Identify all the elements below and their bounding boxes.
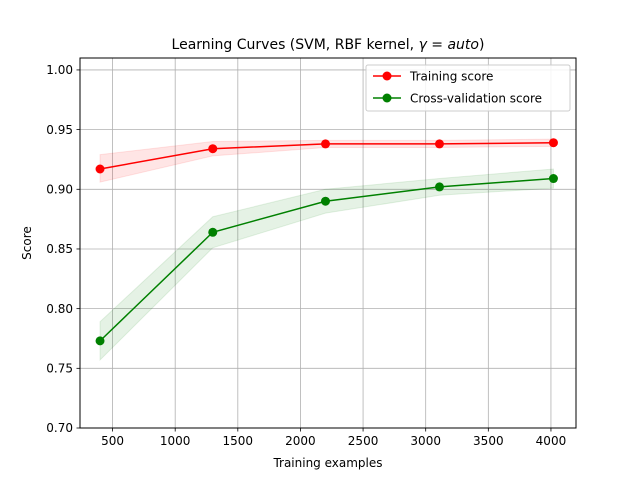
- y-tick-label: 0.80: [46, 302, 73, 316]
- x-tick-label: 1000: [160, 434, 191, 448]
- y-tick-label: 0.70: [46, 421, 73, 435]
- x-tick-label: 1500: [223, 434, 254, 448]
- cross-validation-score-point: [95, 336, 105, 346]
- chart-title: Learning Curves (SVM, RBF kernel, γ = au…: [172, 37, 485, 53]
- y-tick-label: 0.75: [46, 362, 73, 376]
- x-tick-label: 500: [101, 434, 124, 448]
- training-score-point: [208, 144, 218, 154]
- series-markers: [95, 138, 558, 346]
- legend-box: [365, 64, 571, 112]
- x-axis-ticks: 500 1000 1500 2000 2500 3000 3500 4000: [101, 428, 566, 448]
- y-tick-label: 0.95: [46, 123, 73, 137]
- legend: Training score Cross-validation score: [365, 64, 571, 112]
- y-axis-label: Score: [20, 226, 34, 260]
- x-tick-label: 3500: [473, 434, 504, 448]
- y-tick-label: 1.00: [46, 63, 73, 77]
- training-score-point: [548, 138, 558, 148]
- training-score-point: [95, 164, 105, 174]
- x-tick-label: 4000: [536, 434, 567, 448]
- cross-validation-score-point: [548, 174, 558, 184]
- legend-label-cv: Cross-validation score: [410, 92, 542, 106]
- training-score-point: [434, 139, 444, 149]
- x-tick-label: 2500: [348, 434, 379, 448]
- cross-validation-score-point: [434, 182, 444, 192]
- x-tick-label: 3000: [410, 434, 441, 448]
- cross-validation-score-band: [99, 168, 554, 362]
- y-tick-label: 0.85: [46, 242, 73, 256]
- x-tick-label: 2000: [285, 434, 316, 448]
- legend-marker-training: [382, 71, 392, 81]
- x-axis-label: Training examples: [272, 456, 382, 470]
- plot-area-frame: [79, 57, 577, 429]
- legend-marker-cv: [382, 93, 392, 103]
- y-axis-ticks: 0.70 0.75 0.80 0.85 0.90 0.95 1.00: [46, 63, 80, 435]
- y-tick-label: 0.90: [46, 182, 73, 196]
- legend-label-training: Training score: [409, 70, 493, 84]
- training-score-point: [320, 139, 330, 149]
- chart-title-math: γ = auto: [419, 37, 479, 53]
- chart-title-prefix: Learning Curves (SVM, RBF kernel,: [172, 37, 419, 53]
- cross-validation-score-point: [320, 196, 330, 206]
- chart-title-suffix: ): [479, 37, 484, 53]
- cross-validation-score-point: [208, 227, 218, 237]
